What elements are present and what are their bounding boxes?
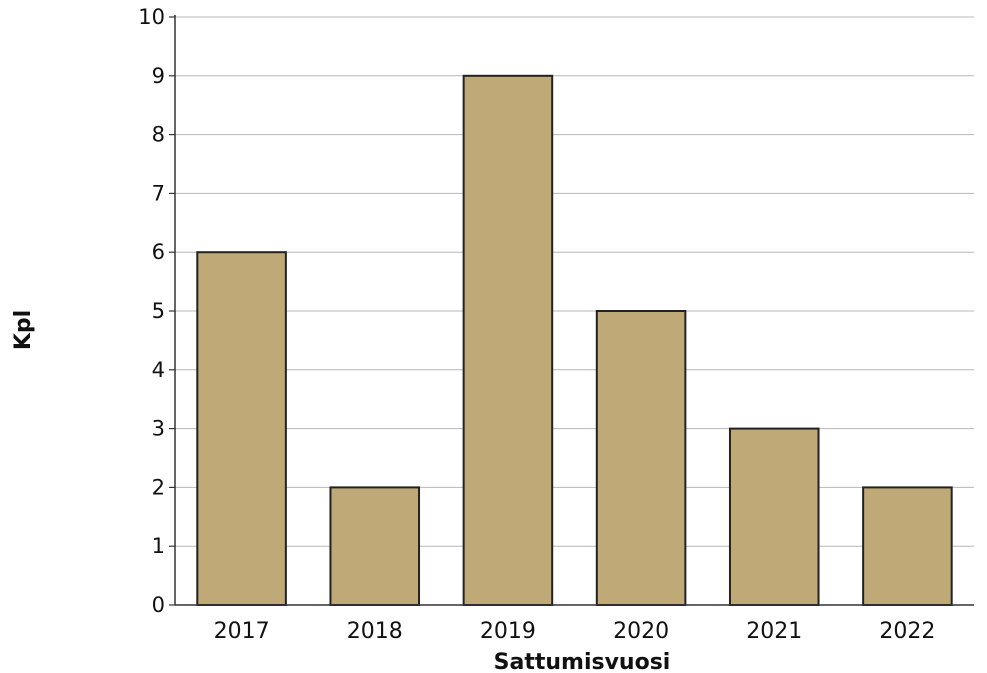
bar-2022 — [862, 486, 953, 606]
y-tick-label-8: 8 — [152, 123, 165, 147]
bar-2017 — [196, 251, 287, 606]
bars — [196, 74, 953, 607]
y-tick-label-4: 4 — [152, 358, 165, 382]
y-axis-title: Kpl — [11, 310, 36, 350]
bar-2019 — [462, 74, 554, 607]
x-axis-title: Sattumisvuosi — [494, 650, 671, 673]
y-tick-label-1: 1 — [152, 534, 165, 558]
y-tick-label-5: 5 — [152, 299, 165, 323]
x-tick-label-2020: 2020 — [613, 619, 669, 644]
y-tick-labels: 0 1 2 3 4 5 6 7 8 9 10 — [138, 5, 165, 617]
axes — [169, 15, 974, 606]
y-tick-label-7: 7 — [152, 181, 165, 205]
x-tick-labels: 2017 2018 2019 2020 2021 2022 — [214, 619, 936, 644]
y-tick-label-10: 10 — [138, 5, 165, 29]
bar-2020 — [595, 310, 687, 606]
y-tick-label-9: 9 — [152, 64, 165, 88]
bar-2021 — [728, 427, 820, 606]
gridlines — [175, 16, 974, 547]
bar-2018 — [329, 486, 421, 606]
y-tick-label-2: 2 — [152, 475, 165, 499]
x-tick-label-2019: 2019 — [480, 619, 536, 644]
x-tick-label-2017: 2017 — [214, 619, 270, 644]
y-tick-label-0: 0 — [152, 593, 165, 617]
y-tick-label-6: 6 — [152, 240, 165, 264]
x-tick-label-2022: 2022 — [879, 619, 935, 644]
x-tick-label-2021: 2021 — [746, 619, 802, 644]
y-tick-label-3: 3 — [152, 417, 165, 441]
x-tick-label-2018: 2018 — [347, 619, 403, 644]
